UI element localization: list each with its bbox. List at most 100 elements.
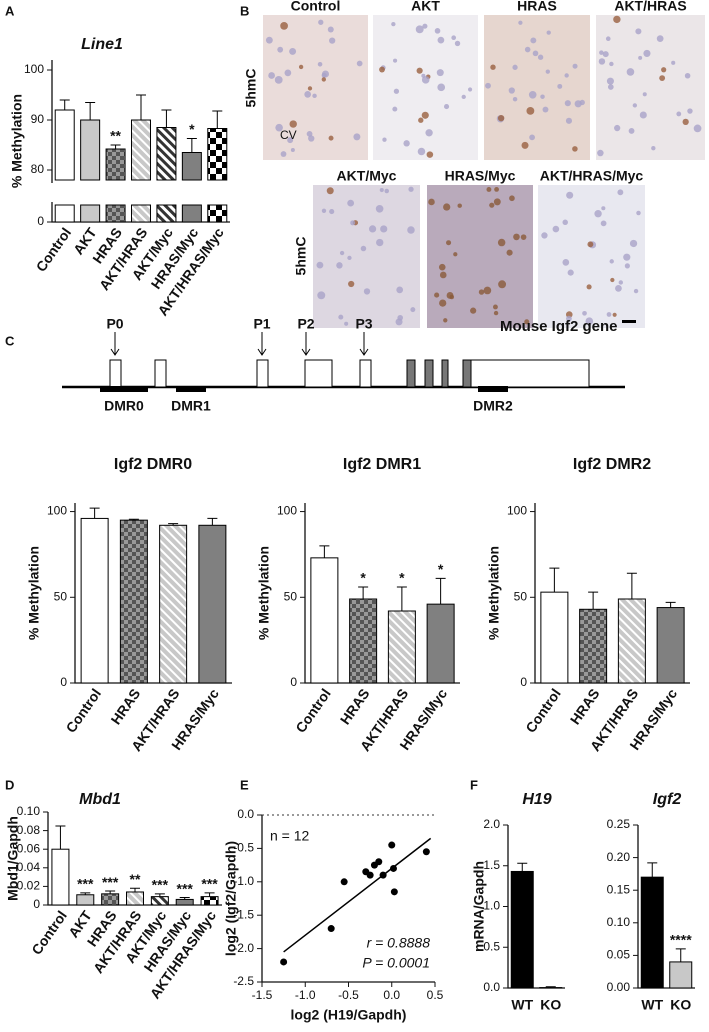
cell-nucleus [610,277,615,283]
region-label: DMR2 [473,398,513,414]
cell-nucleus [624,263,630,269]
error-bar [588,591,599,610]
y-axis-label: % Methylation [256,546,272,640]
cell-nucleus [407,226,415,234]
y-tick-label: 50 [54,589,68,603]
bar [579,608,608,684]
cell-nucleus [599,50,604,55]
cell-nucleus [318,19,324,25]
cell-nucleus [506,249,513,256]
bar [76,894,95,906]
cell-nucleus [606,312,612,317]
cell-nucleus [572,63,578,69]
y-tick-label: -1.0 [233,874,254,888]
cell-nucleus [265,36,273,44]
point [366,871,374,879]
y-axis-label: mRNA/Gapdh [471,861,487,952]
bar-base [80,204,101,223]
row-label: 5hmC [293,237,309,276]
cell-nucleus [526,106,535,115]
cell-nucleus [607,84,614,90]
cell-nucleus [615,285,622,292]
gene-diagram [62,332,625,392]
error-bar [549,567,560,593]
error-bar [161,109,172,128]
significance: * [399,570,405,586]
bar-base [105,204,126,223]
cell-nucleus [582,310,587,316]
y-tick-label: 0.08 [17,823,41,837]
error-bar [128,518,139,521]
cell-nucleus [444,104,450,110]
cell-nucleus [594,210,602,218]
cell-nucleus [308,135,315,142]
cell-nucleus [661,67,667,73]
micrograph-title: AKT/Myc [337,168,397,184]
cell-nucleus [439,271,447,279]
micrograph [484,15,590,160]
cell-nucleus [509,195,515,202]
cell-nucleus [422,23,428,29]
cell-nucleus [436,69,444,77]
y-tick-label: 0.0 [237,807,254,821]
cell-nucleus [468,87,473,92]
point [390,888,398,896]
cell-nucleus [562,259,570,266]
cell-nucleus [642,92,647,97]
bar [669,961,693,989]
cell-nucleus [530,37,537,44]
cell-nucleus [280,151,287,157]
cell-nucleus [478,289,485,295]
chart-title: Igf2 DMR0 [114,456,192,473]
x-tick-label: 0.0 [383,988,400,1002]
bar [119,519,148,684]
y-tick-label: 100 [24,62,44,76]
cell-nucleus [289,47,297,55]
cell-nucleus [380,225,388,233]
cell-nucleus [528,91,537,99]
panel-label: D [5,777,14,792]
x-tick-label: HRAS [108,686,144,728]
cell-nucleus [326,187,334,195]
y-axis-label: log2 (Igf2/Gapdh) [223,841,239,956]
micrograph-title: HRAS/Myc [445,168,516,184]
cell-nucleus [579,99,585,106]
error-bar [626,572,637,599]
cell-nucleus [520,234,527,240]
y-axis-label: Mbd1/Gapdh [5,816,21,901]
cell-nucleus [493,310,499,316]
cell-nucleus [651,146,656,151]
cell-nucleus [417,147,426,156]
micrograph-title: Control [291,0,341,14]
scatter-chart: -2.5 -2.0 -1.5 -1.0 -0.5 0.0 -1.5 -1.0 -0.5 0.0 0.… [223,807,444,1023]
cell-nucleus [421,76,430,84]
cell-nucleus [393,58,398,63]
cell-nucleus [438,263,446,271]
bar [101,893,120,906]
error-bar [59,99,70,110]
cell-nucleus [317,291,326,300]
error-bar [105,890,116,894]
cell-nucleus [537,54,544,60]
error-bar [168,523,179,526]
cell-nucleus [566,191,574,199]
annotation: r = 0.8888 [367,935,431,951]
point [422,848,430,856]
y-tick-label: 0.10 [607,915,631,929]
promoter-label: P1 [253,316,270,332]
cell-nucleus [408,186,414,192]
cell-nucleus [585,317,594,326]
error-bar [212,110,223,129]
bar [126,891,144,906]
cell-nucleus [636,210,641,216]
y-tick-label: 0.25 [607,817,631,831]
cell-nucleus [508,87,515,94]
bar [156,127,177,181]
bar [181,152,202,181]
error-bar [186,138,197,153]
error-bar [358,586,369,599]
cell-nucleus [416,67,423,74]
cell-nucleus [449,294,455,300]
cell-nucleus [626,68,635,76]
